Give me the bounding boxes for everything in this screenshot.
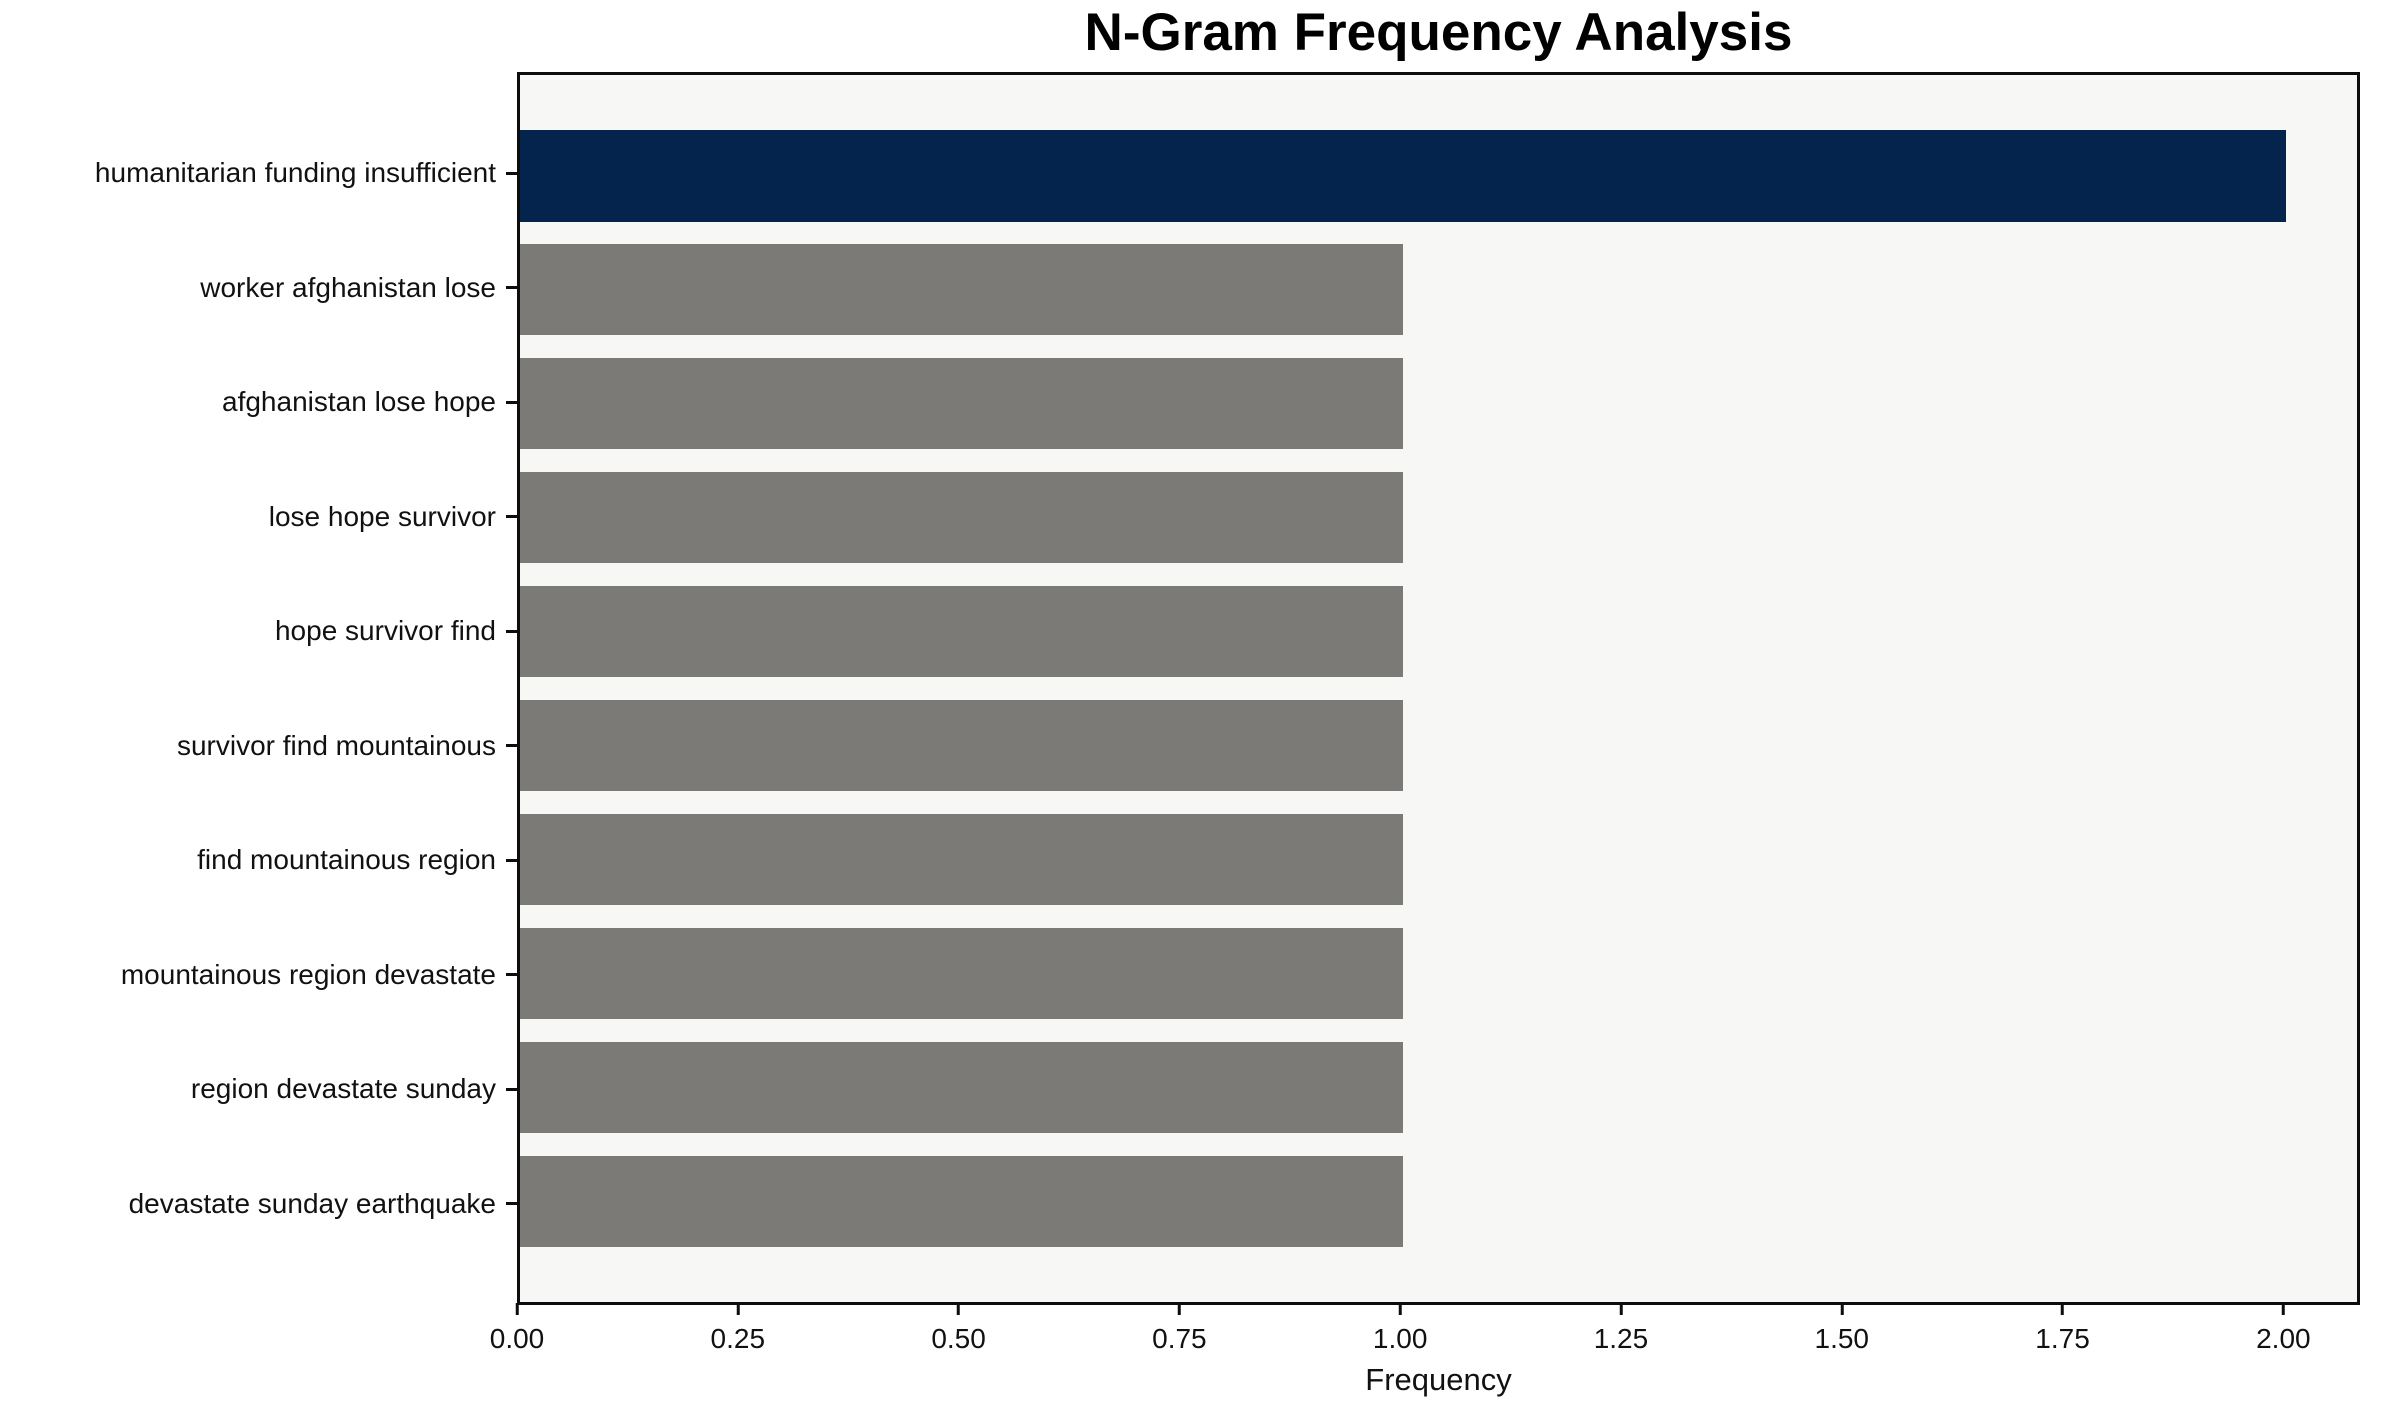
- y-label-row: hope survivor find: [0, 574, 517, 689]
- y-label-row: lose hope survivor: [0, 460, 517, 575]
- y-label-row: humanitarian funding insufficient: [0, 116, 517, 231]
- category-label: hope survivor find: [274, 615, 496, 647]
- bar-row: [520, 119, 2357, 233]
- x-tick-mark: [957, 1303, 961, 1315]
- x-tick-label: 1.25: [1593, 1323, 1649, 1354]
- x-tick-mark: [736, 1303, 740, 1315]
- y-tick-mark: [506, 1087, 517, 1091]
- chart-title: N-Gram Frequency Analysis: [1084, 3, 1793, 62]
- frequency-bar: [520, 813, 1404, 905]
- y-label-row: survivor find mountainous: [0, 689, 517, 804]
- x-axis-ticks: 0.00 0.25 0.50 0.75 1.00 1.25 1.50 1.75 2.00: [490, 1303, 2354, 1373]
- bar-row: [520, 575, 2357, 689]
- category-label: devastate sunday earthquake: [128, 1187, 496, 1219]
- category-label: region devastate sunday: [190, 1073, 496, 1105]
- frequency-bar: [520, 927, 1404, 1019]
- x-tick-mark: [2061, 1303, 2065, 1315]
- frequency-bar: [520, 699, 1404, 792]
- bars-container: [520, 119, 2357, 1258]
- bar-row: [520, 1144, 2357, 1258]
- y-tick-mark: [506, 1202, 517, 1206]
- x-tick-label: 2.00: [2256, 1323, 2311, 1354]
- x-tick: 1.25: [1593, 1303, 1649, 1355]
- x-tick: 2.00: [2256, 1303, 2311, 1355]
- x-tick: 1.50: [1814, 1303, 1870, 1355]
- x-tick-label: 1.50: [1814, 1323, 1870, 1354]
- y-label-row: region devastate sunday: [0, 1032, 517, 1147]
- bar-row: [520, 802, 2357, 916]
- x-tick-mark: [1840, 1303, 1844, 1315]
- x-tick-label: 0.75: [1152, 1323, 1207, 1354]
- y-tick-mark: [506, 973, 517, 977]
- bar-row: [520, 347, 2357, 461]
- x-tick-label: 0.50: [931, 1323, 986, 1354]
- x-tick: 1.75: [2035, 1303, 2090, 1355]
- category-label: humanitarian funding insufficient: [94, 157, 496, 189]
- frequency-bar: [520, 586, 1404, 678]
- category-label: worker afghanistan lose: [200, 271, 496, 303]
- x-axis-title: Frequency: [1365, 1362, 1512, 1397]
- frequency-bar: [520, 358, 1404, 450]
- x-tick: 1.00: [1372, 1303, 1428, 1355]
- y-tick-mark: [506, 629, 517, 633]
- plot-area: [517, 72, 2360, 1305]
- y-label-row: afghanistan lose hope: [0, 345, 517, 460]
- bar-row: [520, 233, 2357, 347]
- y-tick-mark: [506, 858, 517, 862]
- x-tick-mark: [1619, 1303, 1623, 1315]
- y-tick-mark: [506, 400, 517, 404]
- category-label: survivor find mountainous: [176, 729, 496, 761]
- y-tick-mark: [506, 744, 517, 748]
- y-label-row: mountainous region devastate: [0, 918, 517, 1033]
- y-axis-labels: humanitarian funding insufficient worker …: [0, 116, 517, 1261]
- frequency-bar: [520, 130, 2287, 222]
- x-tick-label: 0.00: [489, 1323, 545, 1354]
- bar-row: [520, 1030, 2357, 1144]
- x-tick: 0.75: [1152, 1303, 1207, 1355]
- frequency-bar: [520, 244, 1404, 336]
- x-tick: 0.25: [710, 1303, 766, 1355]
- category-label: find mountainous region: [197, 844, 496, 876]
- y-label-row: devastate sunday earthquake: [0, 1147, 517, 1262]
- x-tick: 0.50: [931, 1303, 986, 1355]
- x-tick-mark: [2281, 1303, 2285, 1315]
- x-tick-mark: [1177, 1303, 1181, 1315]
- bar-row: [520, 689, 2357, 803]
- bar-row: [520, 916, 2357, 1030]
- x-tick-label: 1.75: [2035, 1323, 2090, 1354]
- y-label-row: worker afghanistan lose: [0, 231, 517, 346]
- y-tick-mark: [506, 286, 517, 290]
- frequency-bar: [520, 472, 1404, 564]
- x-tick-label: 1.00: [1372, 1323, 1428, 1354]
- x-tick-mark: [515, 1303, 519, 1315]
- x-tick: 0.00: [489, 1303, 545, 1355]
- y-label-row: find mountainous region: [0, 803, 517, 918]
- frequency-bar: [520, 1155, 1404, 1247]
- x-tick-mark: [1398, 1303, 1402, 1315]
- x-tick-label: 0.25: [710, 1323, 766, 1354]
- category-label: lose hope survivor: [268, 500, 496, 532]
- y-tick-mark: [506, 515, 517, 519]
- frequency-bar: [520, 1041, 1404, 1133]
- category-label: mountainous region devastate: [120, 958, 496, 990]
- category-label: afghanistan lose hope: [222, 386, 496, 418]
- y-tick-mark: [506, 171, 517, 175]
- bar-row: [520, 461, 2357, 575]
